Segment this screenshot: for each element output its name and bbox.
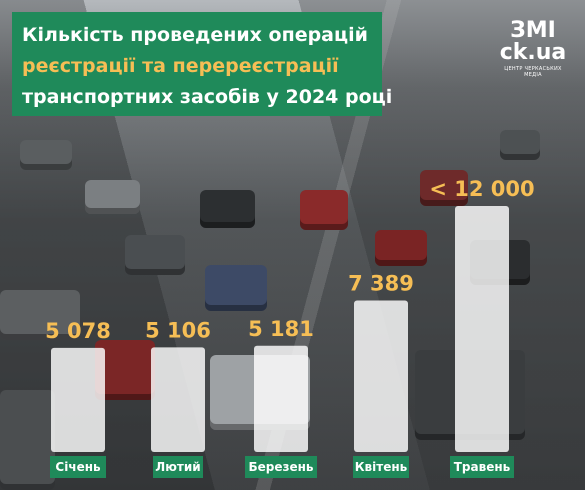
category-label-3: Березень [248,460,313,474]
bar-2 [151,347,205,452]
car-shape [85,180,140,214]
title-banner [12,12,382,116]
value-label-5: < 12 000 [429,177,534,201]
value-label-2: 5 106 [145,318,211,342]
bars-group: 5 078 Січень 5 106 Лютий 5 181 Березень 7 389 К… [45,177,535,478]
car-shape [300,190,348,230]
car-shape [125,235,185,275]
bar-1 [51,347,105,452]
category-label-5: Травень [454,460,511,474]
value-label-1: 5 078 [45,319,111,343]
bar-5 [455,206,509,452]
title-line-2: реєстрації та перереєстрації [22,55,339,77]
title-line-3: транспортних засобів у 2024 році [22,86,393,108]
category-label-4: Квітень [355,460,408,474]
car-shape [500,130,540,160]
logo-subtitle: ЦЕНТР ЧЕРКАСЬКИХ МЕДІА [504,66,562,78]
car-shape [420,170,468,206]
car-shape [200,190,255,228]
category-badge-1 [50,456,106,478]
value-label-4: 7 389 [348,272,414,296]
car-shape [0,290,80,340]
title-line-1: Кількість проведених операцій [22,24,368,46]
bar-4 [354,300,408,452]
category-label-2: Лютий [155,460,200,474]
category-badge-5 [450,456,514,478]
category-badge-2 [153,456,203,478]
logo-text: ЗМІ ck.ua [499,18,567,65]
car-shape [0,390,55,490]
logo: ЗМІ ck.ua ЦЕНТР ЧЕРКАСЬКИХ МЕДІА [497,18,569,79]
car-shape [205,265,267,311]
car-shape [20,140,72,170]
category-badge-3 [245,456,317,478]
bar-3 [254,345,308,452]
category-badge-4 [353,456,409,478]
value-label-3: 5 181 [248,317,314,341]
category-label-1: Січень [55,460,101,474]
car-shape [375,230,427,266]
